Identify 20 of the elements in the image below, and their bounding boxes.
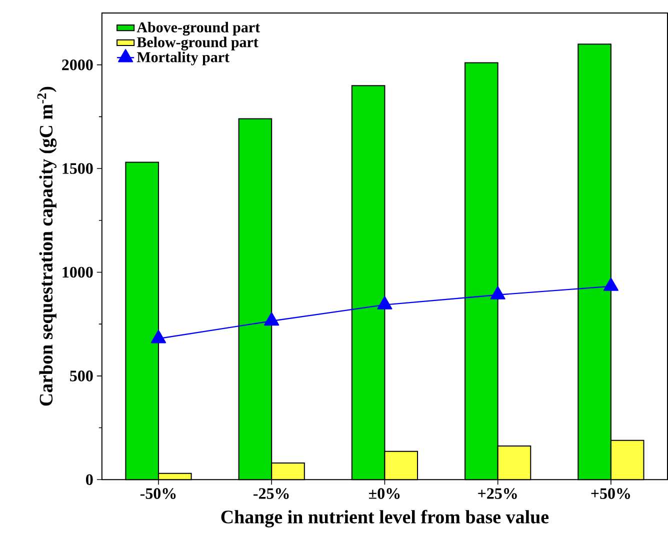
point xyxy=(377,296,392,310)
point xyxy=(603,278,618,292)
y-tick-label: 500 xyxy=(70,370,93,382)
x-tick-label: +25% xyxy=(478,488,517,500)
x-tick-label: -50% xyxy=(140,488,176,500)
y-tick-label: 2000 xyxy=(62,60,93,70)
y-tick-label: 1500 xyxy=(62,163,93,174)
y-axis-title: Carbon sequestration capacity (gC m$^{-2}$) xyxy=(37,87,57,406)
y-tick-label: 1000 xyxy=(62,267,93,278)
x-tick-label: ±0% xyxy=(369,488,400,500)
legend-label: Mortality part xyxy=(136,52,230,66)
x-tick-label: -25% xyxy=(254,488,289,500)
legend-label: Above-ground part xyxy=(136,22,260,36)
legend-label: Below-ground part xyxy=(136,36,258,51)
point xyxy=(490,286,506,300)
x-tick-label: +50% xyxy=(591,488,630,500)
y-tick-label: 0 xyxy=(86,474,93,486)
point xyxy=(150,330,166,344)
point xyxy=(264,312,280,326)
x-axis-title: Change in nutrient level from base value xyxy=(221,510,549,528)
